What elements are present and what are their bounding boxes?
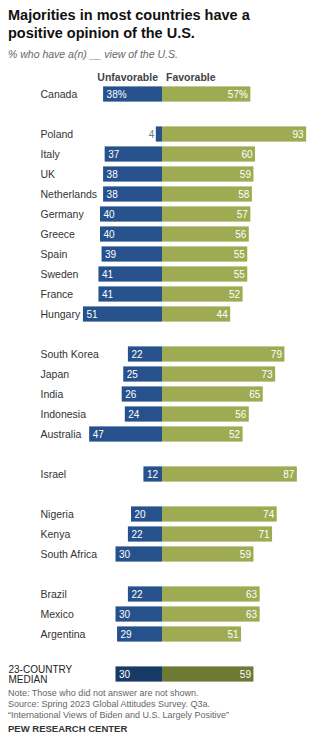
svg-text:Australia: Australia [41, 428, 82, 440]
svg-text:22: 22 [131, 529, 143, 540]
svg-text:73: 73 [262, 369, 274, 380]
svg-text:57: 57 [237, 209, 249, 220]
svg-text:37: 37 [108, 149, 120, 160]
html-text:Majorities in most countries h: Majorities in most countries have a posi… [8, 7, 250, 41]
html-text:PEW RESEARCH CENTER: PEW RESEARCH CENTER [8, 723, 128, 734]
svg-text:Japan: Japan [41, 368, 70, 380]
svg-text:22: 22 [131, 349, 143, 360]
svg-text:79: 79 [271, 349, 283, 360]
svg-text:52: 52 [229, 429, 241, 440]
svg-text:38: 38 [107, 169, 119, 180]
svg-text:51: 51 [227, 629, 239, 640]
svg-text:Nigeria: Nigeria [41, 508, 74, 520]
svg-text:63: 63 [246, 609, 258, 620]
html-text:% who have a(n) __ view of the: % who have a(n) __ view of the U.S. [8, 48, 178, 60]
svg-text:Argentina: Argentina [41, 628, 86, 640]
svg-text:38: 38 [107, 189, 119, 200]
svg-text:65: 65 [249, 389, 261, 400]
svg-text:Sweden: Sweden [41, 268, 79, 280]
svg-text:51: 51 [86, 309, 98, 320]
svg-text:12: 12 [147, 469, 159, 480]
svg-text:4: 4 [149, 129, 155, 140]
svg-text:41: 41 [102, 289, 114, 300]
svg-text:74: 74 [263, 509, 275, 520]
svg-text:20: 20 [135, 509, 147, 520]
svg-text:63: 63 [246, 589, 258, 600]
svg-text:Spain: Spain [41, 248, 68, 260]
html-text:Source: Spring 2023 Global Att: Source: Spring 2023 Global Attitudes Sur… [8, 699, 210, 709]
svg-text:41: 41 [102, 269, 114, 280]
svg-text:55: 55 [234, 269, 246, 280]
svg-text:South Korea: South Korea [41, 348, 100, 360]
svg-text:59: 59 [240, 169, 252, 180]
svg-text:52: 52 [229, 289, 241, 300]
svg-text:South Africa: South Africa [41, 548, 98, 560]
html-text:“International Views of Biden: “International Views of Biden and U.S. L… [8, 710, 229, 720]
svg-text:38%: 38% [107, 89, 127, 100]
html-text:Unfavorable: Unfavorable [97, 71, 158, 83]
svg-text:29: 29 [121, 629, 133, 640]
svg-text:30: 30 [119, 669, 131, 680]
svg-text:Brazil: Brazil [41, 588, 67, 600]
svg-text:30: 30 [119, 549, 131, 560]
svg-text:India: India [41, 388, 64, 400]
html-text:Note: Those who did not answer: Note: Those who did not answer are not s… [8, 688, 199, 698]
svg-text:57%: 57% [228, 89, 248, 100]
svg-text:60: 60 [241, 149, 253, 160]
svg-text:22: 22 [131, 589, 143, 600]
svg-text:39: 39 [105, 249, 117, 260]
svg-text:Canada: Canada [41, 88, 78, 100]
svg-text:Mexico: Mexico [41, 608, 74, 620]
svg-text:47: 47 [93, 429, 105, 440]
svg-text:Kenya: Kenya [41, 528, 71, 540]
svg-text:Italy: Italy [41, 148, 61, 160]
html-text:Favorable: Favorable [166, 71, 216, 83]
svg-text:30: 30 [119, 609, 131, 620]
svg-text:Poland: Poland [41, 128, 74, 140]
svg-text:40: 40 [104, 209, 116, 220]
svg-text:59: 59 [240, 549, 252, 560]
svg-text:24: 24 [128, 409, 140, 420]
svg-text:56: 56 [235, 409, 247, 420]
svg-text:Indonesia: Indonesia [41, 408, 87, 420]
svg-text:40: 40 [104, 229, 116, 240]
svg-text:56: 56 [235, 229, 247, 240]
svg-text:87: 87 [283, 469, 295, 480]
svg-text:France: France [41, 288, 74, 300]
svg-text:Greece: Greece [41, 228, 76, 240]
svg-text:Israel: Israel [41, 468, 67, 480]
svg-text:Germany: Germany [41, 208, 85, 220]
svg-text:44: 44 [217, 309, 229, 320]
svg-text:Netherlands: Netherlands [41, 188, 98, 200]
svg-text:26: 26 [125, 389, 137, 400]
svg-text:55: 55 [234, 249, 246, 260]
svg-text:58: 58 [238, 189, 250, 200]
svg-text:71: 71 [258, 529, 270, 540]
svg-text:UK: UK [41, 168, 56, 180]
svg-text:59: 59 [240, 669, 252, 680]
svg-text:25: 25 [127, 369, 139, 380]
svg-text:Hungary: Hungary [41, 308, 81, 320]
svg-text:93: 93 [293, 129, 305, 140]
svg-text:23-COUNTRYMEDIAN: 23-COUNTRYMEDIAN [9, 664, 73, 684]
